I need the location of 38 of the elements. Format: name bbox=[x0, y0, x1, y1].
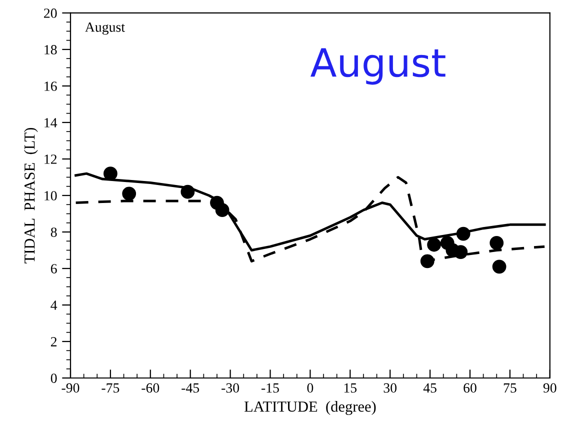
x-tick-label: -75 bbox=[102, 383, 120, 393]
x-tick-label: 0 bbox=[307, 383, 314, 393]
x-tick-label: 45 bbox=[423, 383, 436, 393]
x-tick-label: 90 bbox=[543, 383, 556, 393]
y-tick-label: 2 bbox=[50, 337, 57, 346]
point bbox=[427, 238, 441, 252]
y-tick-label: 4 bbox=[50, 300, 58, 310]
point bbox=[454, 245, 468, 260]
y-tick-label: 12 bbox=[44, 154, 57, 164]
y-tick-label: 8 bbox=[50, 228, 57, 237]
x-tick-label: -15 bbox=[262, 383, 279, 393]
y-tick-label: 6 bbox=[50, 264, 57, 274]
y-tick-label: 20 bbox=[44, 8, 57, 18]
point bbox=[122, 186, 136, 201]
x-tick-label: 75 bbox=[504, 383, 516, 393]
x-tick-label: 15 bbox=[344, 383, 357, 393]
x-axis-title: LATITUDE (degree) bbox=[244, 401, 376, 415]
annotation: August bbox=[310, 48, 446, 85]
y-tick-label: 10 bbox=[44, 191, 57, 200]
annotation: August bbox=[85, 22, 125, 35]
point bbox=[492, 260, 506, 274]
y-tick-label: 0 bbox=[50, 374, 57, 383]
point bbox=[215, 203, 230, 218]
y-tick-label: 14 bbox=[44, 118, 58, 128]
x-tick-label: -30 bbox=[222, 383, 240, 393]
point bbox=[180, 184, 195, 199]
y-tick-label: 18 bbox=[44, 45, 57, 54]
x-tick-label: 60 bbox=[464, 383, 476, 393]
x-tick-label: -45 bbox=[182, 383, 200, 393]
point bbox=[456, 226, 470, 241]
y-tick-label: 16 bbox=[44, 82, 57, 91]
x-tick-label: -60 bbox=[142, 383, 160, 393]
point bbox=[104, 166, 118, 181]
point bbox=[420, 254, 434, 268]
x-tick-label: 30 bbox=[384, 383, 397, 393]
x-tick-label: -90 bbox=[62, 383, 80, 393]
y-axis-title: TIDAL PHASE (LT) bbox=[24, 128, 38, 264]
point bbox=[490, 236, 504, 250]
